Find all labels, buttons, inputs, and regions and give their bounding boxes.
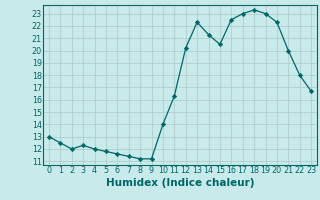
X-axis label: Humidex (Indice chaleur): Humidex (Indice chaleur) bbox=[106, 178, 254, 188]
